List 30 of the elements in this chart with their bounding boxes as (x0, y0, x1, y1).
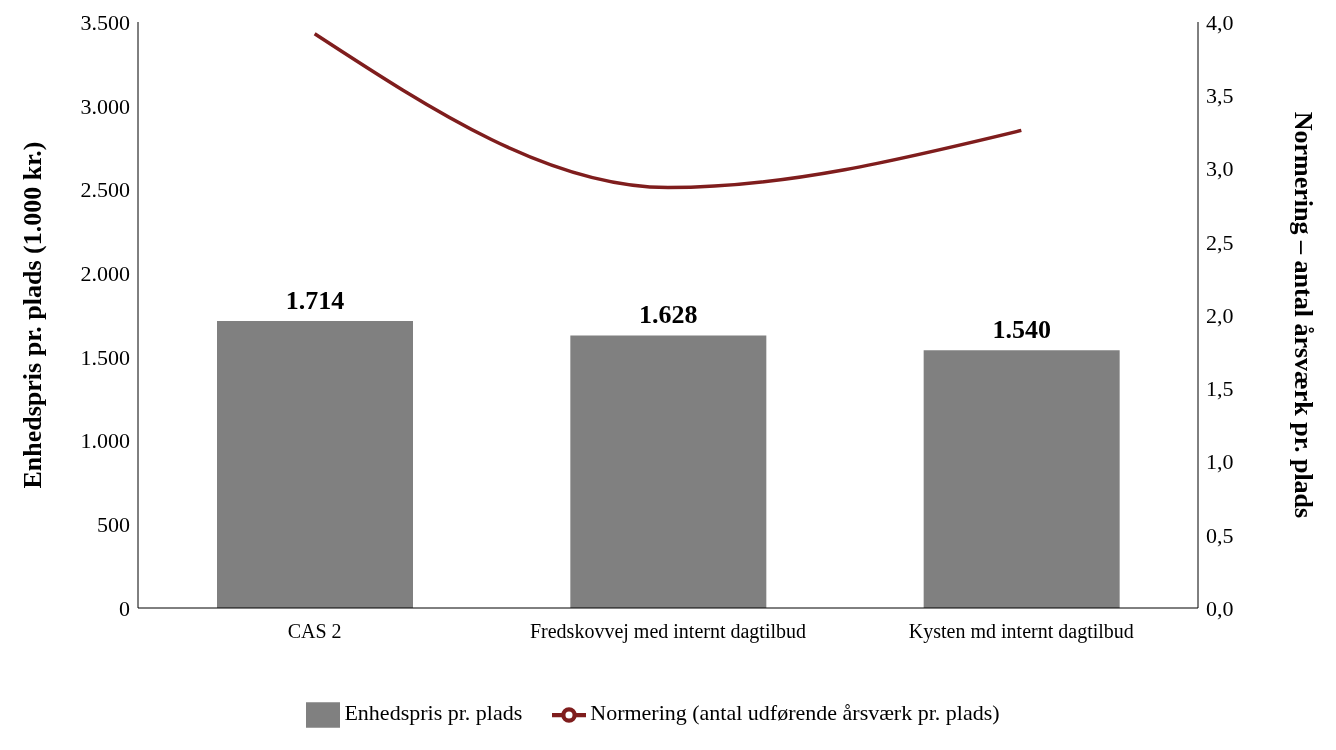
y2-tick-label: 3,0 (1206, 156, 1234, 182)
data-label: 1.628 (639, 300, 698, 330)
data-label: 1.714 (285, 286, 345, 316)
bar (217, 321, 413, 608)
x-tick-label: CAS 2 (287, 620, 342, 643)
y-tick-label: 2.500 (80, 177, 130, 203)
legend-label: Normering (antal udførende årsværk pr. plads) (590, 700, 1000, 726)
y-tick-label: 500 (97, 512, 130, 538)
data-label: 1.540 (992, 315, 1051, 345)
y-tick-label: 1.000 (80, 428, 130, 454)
y-tick-label: 0 (119, 595, 130, 621)
x-tick-label: Kysten md internt dagtilbud (908, 620, 1134, 644)
y2-tick-label: 0,5 (1206, 522, 1234, 548)
x-tick-label: Fredskovvej med internt dagtilbud (529, 620, 807, 644)
bar (570, 335, 767, 608)
y-tick-label: 3.500 (80, 9, 130, 35)
y2-tick-label: 0,0 (1206, 595, 1234, 621)
y2-tick-label: 1,5 (1206, 376, 1234, 402)
y2-tick-label: 1,0 (1206, 449, 1234, 475)
y-tick-label: 2.000 (80, 260, 130, 286)
legend-label: Enhedspris pr. plads (344, 700, 523, 726)
y2-tick-label: 3,5 (1206, 83, 1234, 109)
y-tick-label: 1.500 (80, 344, 130, 370)
y-axis-title: Enhedspris pr. plads (1.000 kr.) (18, 141, 48, 489)
y2-axis-title: Normering – antal årsværk pr. plads (1288, 111, 1318, 519)
y-tick-label: 3.000 (80, 93, 130, 119)
y2-tick-label: 2,5 (1206, 229, 1234, 255)
y2-tick-label: 2,0 (1206, 302, 1234, 328)
bar (923, 350, 1120, 608)
y2-tick-label: 4,0 (1206, 9, 1234, 35)
